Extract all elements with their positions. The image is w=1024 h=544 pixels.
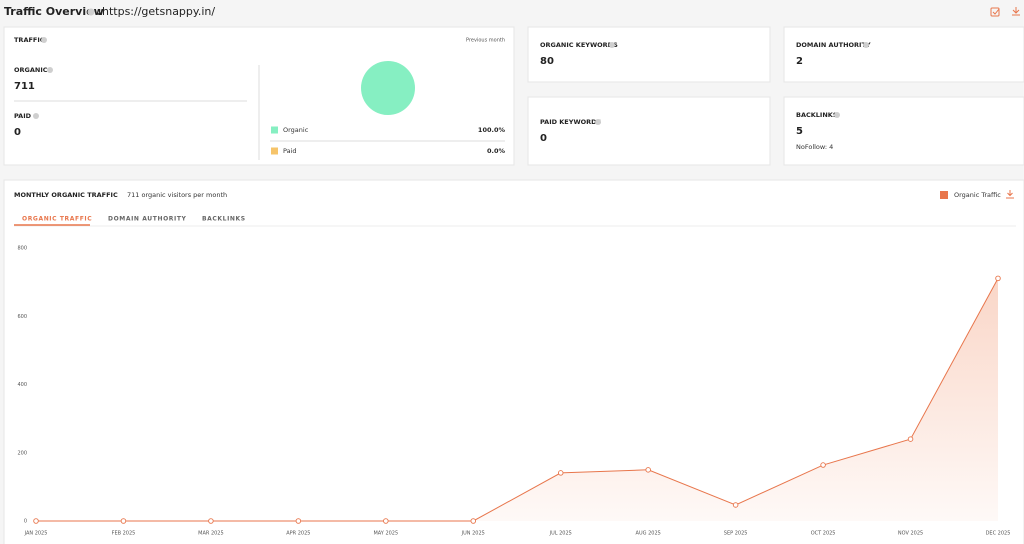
point[interactable]: [33, 518, 39, 524]
legend-swatch: [940, 191, 948, 199]
metric-card: [783, 96, 1024, 166]
card-value: 5: [796, 126, 803, 137]
card-label: PAID KEYWORDS: [540, 118, 602, 126]
tab[interactable]: DOMAIN AUTHORITY: [108, 216, 187, 223]
x-tick-label: OCT 2025: [811, 531, 836, 537]
info-icon[interactable]: [33, 113, 39, 119]
tab[interactable]: ORGANIC TRAFFIC: [22, 216, 92, 223]
legend-swatch: [271, 147, 278, 155]
legend-value: 0.0%: [487, 147, 506, 155]
area: [36, 278, 998, 521]
download-icon[interactable]: [1006, 190, 1014, 199]
point[interactable]: [295, 518, 302, 524]
y-tick-label: 600: [17, 314, 27, 320]
x-tick-label: JUL 2025: [549, 531, 572, 537]
download-icon[interactable]: [1012, 7, 1020, 16]
legend-label[interactable]: Organic Traffic: [954, 191, 1001, 199]
point[interactable]: [907, 436, 914, 442]
card-label: ORGANIC KEYWORDS: [540, 41, 618, 49]
legend-label: Paid: [283, 147, 297, 155]
site-url: https://getsnappy.in/: [102, 5, 215, 18]
separator: :: [97, 5, 101, 18]
x-tick-label: AUG 2025: [636, 531, 661, 537]
x-tick-label: JAN 2025: [24, 531, 48, 537]
info-icon[interactable]: [595, 119, 601, 125]
point[interactable]: [820, 462, 826, 468]
card-label: TRAFFIC: [14, 36, 45, 44]
y-tick-label: 400: [17, 382, 27, 388]
legend-value: 100.0%: [478, 126, 506, 134]
card-value: 0: [540, 133, 547, 144]
point[interactable]: [470, 518, 477, 524]
x-tick-label: DEC 2025: [986, 531, 1011, 537]
card-label: DOMAIN AUTHORITY: [796, 41, 871, 49]
metric-card: [527, 26, 771, 83]
pie-slice: [361, 61, 415, 115]
point[interactable]: [557, 470, 564, 476]
paid-value: 0: [14, 127, 21, 138]
y-tick-label: 800: [17, 246, 27, 252]
card-label: BACKLINKS: [796, 111, 838, 119]
info-icon[interactable]: [41, 37, 47, 43]
x-tick-label: MAY 2025: [373, 531, 398, 537]
section-subtitle: 711 organic visitors per month: [127, 191, 227, 199]
metric-card: [527, 96, 771, 166]
point[interactable]: [645, 467, 651, 473]
info-icon[interactable]: [609, 42, 615, 48]
edit-icon[interactable]: [990, 7, 1000, 17]
point[interactable]: [383, 518, 389, 524]
x-tick-label: APR 2025: [286, 531, 310, 537]
x-tick-label: NOV 2025: [898, 531, 923, 537]
point[interactable]: [995, 275, 1001, 282]
organic-value: 711: [14, 81, 35, 92]
info-icon[interactable]: [87, 8, 95, 16]
y-tick-label: 200: [17, 450, 27, 456]
page-title: Traffic Overview: [4, 5, 104, 18]
info-icon[interactable]: [863, 42, 869, 48]
card-note: NoFollow: 4: [796, 143, 833, 151]
x-tick-label: MAR 2025: [198, 531, 224, 537]
legend-swatch: [271, 126, 278, 134]
legend-label: Organic: [283, 126, 309, 134]
paid-label: PAID: [14, 112, 32, 120]
x-tick-label: FEB 2025: [112, 531, 136, 537]
card-value: 80: [540, 56, 554, 67]
card-value: 2: [796, 56, 803, 67]
point[interactable]: [732, 502, 739, 508]
organic-label: ORGANIC: [14, 66, 48, 74]
period: Previous month: [466, 38, 505, 44]
x-tick-label: SEP 2025: [724, 531, 748, 537]
metric-card: [783, 26, 1024, 83]
point[interactable]: [120, 518, 127, 524]
line: [36, 278, 999, 522]
x-tick-label: JUN 2025: [461, 531, 485, 537]
point[interactable]: [208, 518, 214, 524]
tab[interactable]: BACKLINKS: [202, 216, 246, 223]
y-tick-label: 0: [24, 519, 27, 525]
info-icon[interactable]: [834, 112, 840, 118]
section-title: MONTHLY ORGANIC TRAFFIC: [14, 191, 118, 199]
info-icon[interactable]: [47, 67, 53, 73]
